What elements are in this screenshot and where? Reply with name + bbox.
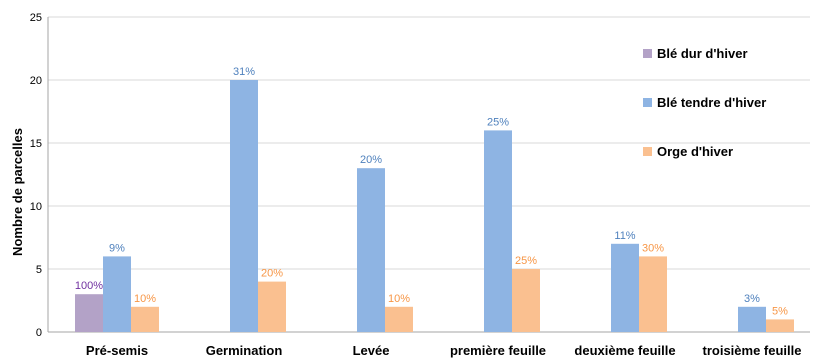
legend-label: Orge d'hiver — [657, 144, 733, 159]
data-label: 11% — [614, 230, 635, 242]
data-label: 31% — [233, 66, 255, 78]
legend-label: Blé tendre d'hiver — [657, 95, 766, 110]
bar-1-2 — [357, 168, 385, 332]
x-axis-ticks: Pré-semis Germination Levée première feuill… — [86, 343, 802, 358]
data-label: 5% — [772, 305, 788, 317]
bar-2-4 — [639, 256, 667, 332]
bar-0-0 — [75, 294, 103, 332]
legend-swatch — [643, 98, 652, 107]
bar-1-4 — [611, 243, 639, 332]
data-label: 10% — [134, 293, 156, 305]
y-axis-ticks: 0 5 10 15 20 25 — [30, 12, 42, 339]
y-tick-label: 10 — [30, 201, 42, 213]
data-label: 3% — [744, 293, 760, 305]
y-tick-label: 5 — [36, 264, 42, 276]
data-label: 20% — [360, 154, 382, 166]
legend: Blé dur d'hiver Blé tendre d'hiver Orge d'… — [643, 46, 766, 159]
x-tick-label: troisième feuille — [703, 343, 802, 358]
bar-2-3 — [512, 269, 540, 332]
legend-label: Blé dur d'hiver — [657, 46, 748, 61]
bar-1-0 — [103, 256, 131, 332]
bar-1-5 — [738, 306, 766, 332]
data-label: 25% — [515, 255, 537, 267]
x-tick-label: Pré-semis — [86, 343, 148, 358]
y-tick-label: 15 — [30, 138, 42, 150]
data-label: 30% — [642, 242, 664, 254]
data-label: 9% — [109, 242, 125, 254]
bar-2-1 — [258, 281, 286, 332]
bar-2-0 — [131, 306, 159, 332]
x-tick-label: Germination — [206, 343, 283, 358]
x-tick-label: deuxième feuille — [574, 343, 675, 358]
bar-1-1 — [230, 80, 258, 332]
legend-swatch — [643, 147, 652, 156]
bar-2-5 — [766, 319, 794, 332]
bars — [75, 80, 794, 332]
data-label: 25% — [487, 116, 509, 128]
data-label: 10% — [388, 293, 410, 305]
x-tick-label: Levée — [353, 343, 390, 358]
legend-swatch — [643, 49, 652, 58]
bar-2-2 — [385, 306, 413, 332]
data-label: 20% — [261, 268, 283, 280]
data-labels: 100% 9% 10% 31% 20% 20% 10% 25% 25% 11% 30% 3% 5% — [75, 66, 788, 317]
y-tick-label: 20 — [30, 75, 42, 87]
y-tick-label: 0 — [36, 327, 42, 339]
data-label: 100% — [75, 280, 103, 292]
gridlines — [47, 16, 810, 333]
bar-1-3 — [484, 130, 512, 332]
y-axis-title: Nombre de parcelles — [10, 128, 25, 256]
x-tick-label: première feuille — [450, 343, 546, 358]
y-tick-label: 25 — [30, 12, 42, 24]
